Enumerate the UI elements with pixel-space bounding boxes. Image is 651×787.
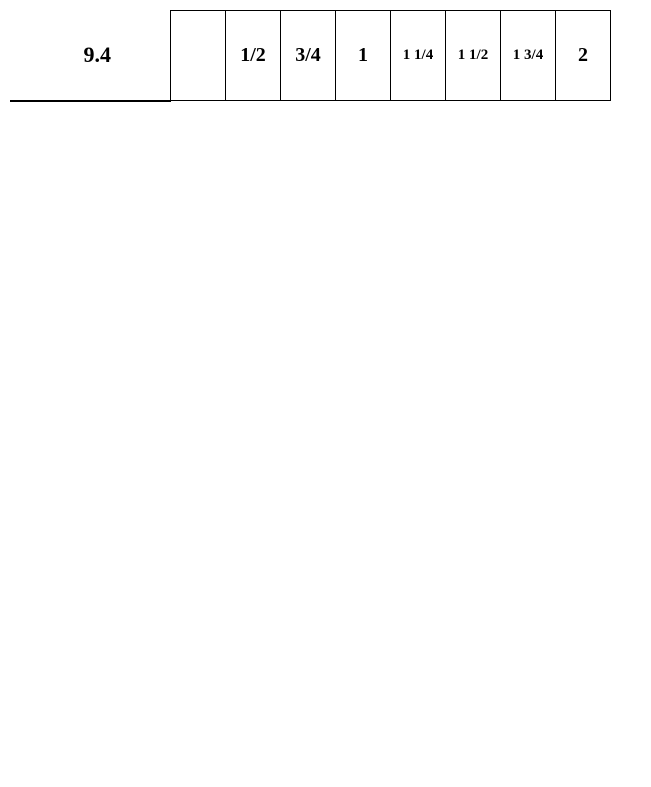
col-header-0 — [171, 11, 226, 101]
col-header-1: 1/2 — [226, 11, 281, 101]
col-header-6: 1 3/4 — [501, 11, 556, 101]
col-header-3: 1 — [336, 11, 391, 101]
footer-blank-symbol — [61, 101, 171, 102]
col-header-4: 1 1/4 — [391, 11, 446, 101]
table-title: 9.4 — [11, 11, 171, 101]
col-header-2: 3/4 — [281, 11, 336, 101]
scoring-table: 9.4 1/23/411 1/41 1/21 3/42 — [10, 10, 611, 102]
col-header-5: 1 1/2 — [446, 11, 501, 101]
col-header-7: 2 — [556, 11, 611, 101]
footer-blank-rownum — [11, 101, 61, 102]
header-row: 9.4 1/23/411 1/41 1/21 3/42 — [11, 11, 611, 101]
footer-row — [11, 101, 611, 102]
